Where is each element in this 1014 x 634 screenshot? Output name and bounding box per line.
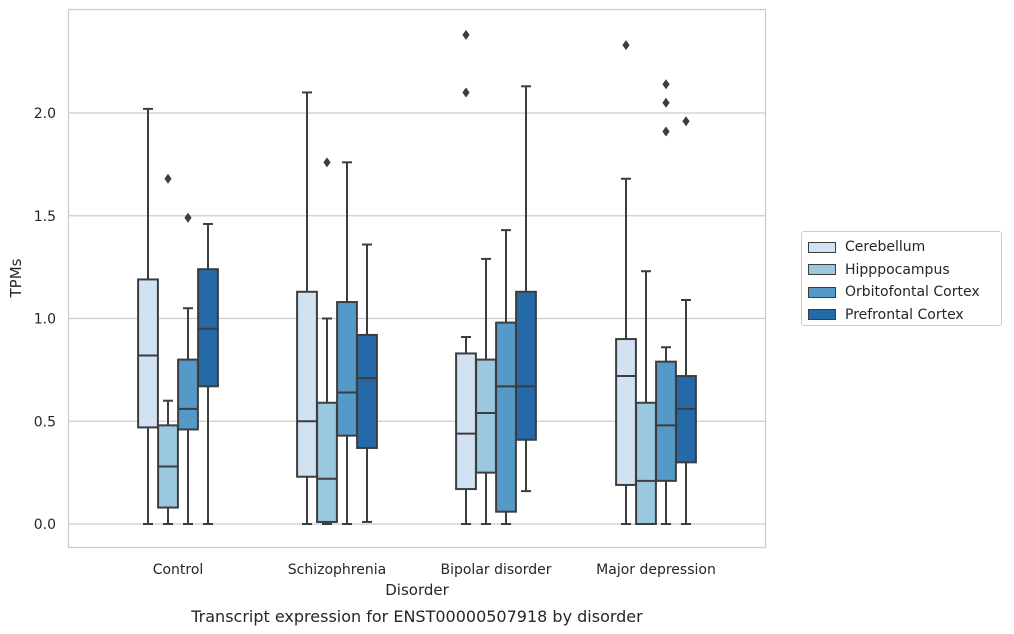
- box-0-0: [137, 107, 159, 525]
- plot-area-frame: [67, 8, 767, 549]
- legend-item: Prefrontal Cortex: [808, 304, 1001, 327]
- x-tick-labels: Control Schizophrenia Bipolar disorder Majo…: [153, 562, 716, 578]
- outlier-point: [662, 97, 670, 108]
- box-3-3: [675, 116, 697, 525]
- outlier-point: [184, 212, 192, 223]
- box-body: [475, 358, 497, 474]
- outlier-point: [462, 87, 470, 98]
- box-body: [356, 333, 378, 449]
- legend-label: Orbitofontal Cortex: [845, 284, 980, 301]
- box-0-2: [455, 29, 477, 525]
- x-tick-label: Control: [153, 562, 204, 578]
- y-tick-label: 0.0: [34, 517, 56, 533]
- box-body: [675, 375, 697, 464]
- y-tick-label: 1.5: [34, 209, 56, 225]
- box-3-2: [515, 85, 537, 493]
- box-body: [316, 401, 338, 523]
- outlier-point: [662, 126, 670, 137]
- box-1-0: [157, 173, 179, 525]
- legend-item: Cerebellum: [808, 236, 1001, 259]
- box-2-2: [495, 229, 517, 525]
- legend-swatch: [808, 264, 836, 276]
- box-body: [296, 290, 318, 478]
- x-tick-label: Bipolar disorder: [440, 562, 551, 578]
- box-1-3: [635, 270, 657, 526]
- box-0-1: [296, 91, 318, 525]
- box-body: [635, 401, 657, 526]
- chart-caption: Transcript expression for ENST0000050791…: [190, 607, 643, 626]
- outlier-point: [622, 40, 630, 51]
- outlier-point: [682, 116, 690, 127]
- box-1-2: [475, 257, 497, 525]
- box-3-0: [197, 222, 219, 525]
- legend-label: Cerebellum: [845, 239, 926, 256]
- y-axis-label: TPMs: [7, 258, 25, 298]
- outlier-point: [164, 173, 172, 184]
- box-body: [177, 358, 199, 431]
- legend-label: Prefrontal Cortex: [845, 306, 964, 323]
- boxes-layer: [137, 29, 697, 526]
- outlier-point: [662, 79, 670, 90]
- legend-item: Orbitofontal Cortex: [808, 281, 1001, 304]
- legend-swatch: [808, 241, 836, 253]
- box-body: [137, 278, 159, 429]
- legend-item: Hipppocampus: [808, 259, 1001, 282]
- x-tick-label: Major depression: [596, 562, 716, 578]
- box-body: [495, 321, 517, 513]
- box-2-0: [177, 212, 199, 525]
- outlier-point: [462, 29, 470, 40]
- box-1-1: [316, 157, 338, 525]
- legend-label: Hipppocampus: [845, 261, 950, 278]
- box-2-1: [336, 161, 358, 525]
- legend-swatch: [808, 286, 836, 298]
- legend: Cerebellum Hipppocampus Orbitofontal Cor…: [801, 231, 1002, 326]
- box-body: [336, 301, 358, 437]
- x-tick-label: Schizophrenia: [288, 562, 386, 578]
- box-body: [197, 268, 219, 388]
- box-body: [515, 290, 537, 441]
- outlier-point: [323, 157, 331, 168]
- box-body: [455, 352, 477, 491]
- box-body: [615, 338, 637, 486]
- x-axis-label: Disorder: [385, 581, 449, 599]
- legend-swatch: [808, 309, 836, 321]
- box-2-3: [655, 79, 677, 525]
- box-body: [655, 360, 677, 482]
- y-tick-label: 1.0: [34, 312, 56, 328]
- box-3-1: [356, 243, 378, 523]
- y-tick-label: 0.5: [34, 414, 56, 430]
- y-tick-labels: 0.0 0.5 1.0 1.5 2.0: [34, 106, 56, 533]
- y-tick-label: 2.0: [34, 106, 56, 122]
